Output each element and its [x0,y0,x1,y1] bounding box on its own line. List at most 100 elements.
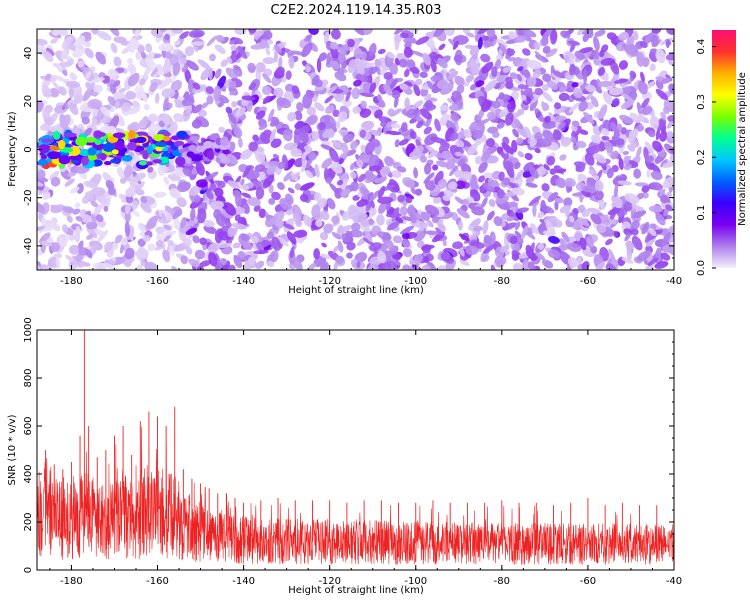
spectrogram-cell [460,163,472,175]
spectrogram-cell [170,175,181,182]
colorbar-tick-label: 0.1 [696,205,707,221]
spectrogram-cell [487,180,499,187]
spectrogram-cell [197,109,207,118]
spectrogram-cell [440,113,448,127]
spectrogram-cell [90,118,97,131]
spectrogram-cell [482,134,488,145]
spectrogram-cell [394,57,400,66]
spectrogram-cell [145,43,153,53]
spectrogram-cell [445,158,456,170]
spectrogram-cell [307,114,318,126]
spectrogram-band-cell [52,131,61,140]
spectrogram-cell [296,102,304,112]
spectrogram-cell [365,230,373,242]
spectrogram-cell [81,116,90,125]
x-tick-label: -100 [404,576,427,587]
spectrogram-cell [225,67,238,80]
spectrogram-cell [647,257,659,267]
spectrogram-cell [195,161,205,176]
spectrogram-cell [347,58,356,74]
spectrogram-cell [666,130,673,139]
spectrogram-cell [517,151,525,158]
spectrogram-cell [201,101,209,109]
spectrogram-cell [126,42,135,53]
spectrogram-cell [650,170,663,181]
spectrogram-cell [516,108,525,116]
spectrogram-cell [648,228,657,237]
spectrogram-cell [156,63,165,77]
spectrogram-cell [550,218,563,228]
spectrogram-cell [359,154,372,164]
spectrogram-cell [323,31,330,44]
spectrogram-cell [252,134,259,142]
spectrogram-cell [422,52,431,66]
spectrogram-cell [606,52,617,62]
spectrogram-cell [399,206,408,217]
x-tick-label: -140 [232,276,255,287]
spectrogram-cell [555,177,567,189]
spectrogram-cell [291,171,301,180]
spectrogram-band-cell [142,152,149,160]
spectrogram-cell [329,60,340,70]
spectrogram-cell [325,177,333,184]
spectrogram-cell [176,50,184,58]
spectrogram-cell [665,40,670,49]
spectrogram-cell [526,76,537,87]
spectrogram-cell [394,139,400,148]
spectrogram-cell [608,87,624,96]
spectrogram-cell [294,121,305,129]
spectrogram-band-cell [40,155,48,160]
spectrogram-cell [587,207,601,215]
spectrogram-cell [120,237,128,246]
spectrogram-cell [286,231,297,245]
spectrogram-cell [472,225,483,232]
spectrogram-cell [636,51,645,67]
spectrogram-cell [400,225,415,235]
spectrogram-cell [469,84,477,91]
spectrogram-cell [659,130,668,142]
spectrogram-cell [561,231,570,243]
spectrogram-cell [269,128,277,143]
spectrogram-cell [607,207,621,216]
spectrogram-cell [529,166,539,179]
spectrogram-cell [566,242,582,252]
spectrogram-cell [138,118,148,128]
spectrogram-cell [188,184,202,196]
spectrogram-cell [37,170,46,179]
spectrogram-cell [383,83,393,96]
spectrogram-cell [37,38,48,46]
spectrogram-cell [507,100,516,113]
spectrogram-cell [143,103,150,111]
spectrogram-cell [144,51,155,64]
spectrogram-band-cell [99,153,107,161]
spectrogram-cell [266,260,275,268]
spectrogram-cell [325,104,335,114]
spectrogram-cell [405,196,413,204]
spectrogram-cell [392,235,403,244]
spectrogram-cell [454,170,464,178]
spectrogram-cell [369,82,377,94]
spectrogram-cell [575,140,587,149]
spectrogram-cell [334,71,347,82]
spectrogram-band-cell [41,138,55,143]
spectrogram-cell [126,58,134,65]
spectrogram-cell [368,165,382,172]
spectrogram-cell [190,41,205,46]
spectrogram-cell [313,248,321,260]
spectrogram-cell [194,249,206,260]
spectrogram-cell [453,54,463,63]
spectrogram-cell [133,172,146,182]
spectrogram-cell [393,95,399,108]
spectrogram-cell [516,126,529,138]
spectrogram-cell [605,263,618,270]
spectrogram-cell [595,261,606,270]
spectrogram-band-cell [188,153,196,159]
spectrogram-cell [206,35,217,47]
spectrogram-cell [615,138,625,146]
spectrogram-cell [393,252,402,261]
spectrogram-cell [353,79,362,87]
spectrogram-cell [485,138,495,148]
spectrogram-cell [588,169,596,176]
spectrogram-cell [342,98,352,107]
spectrogram-cell [185,227,198,235]
